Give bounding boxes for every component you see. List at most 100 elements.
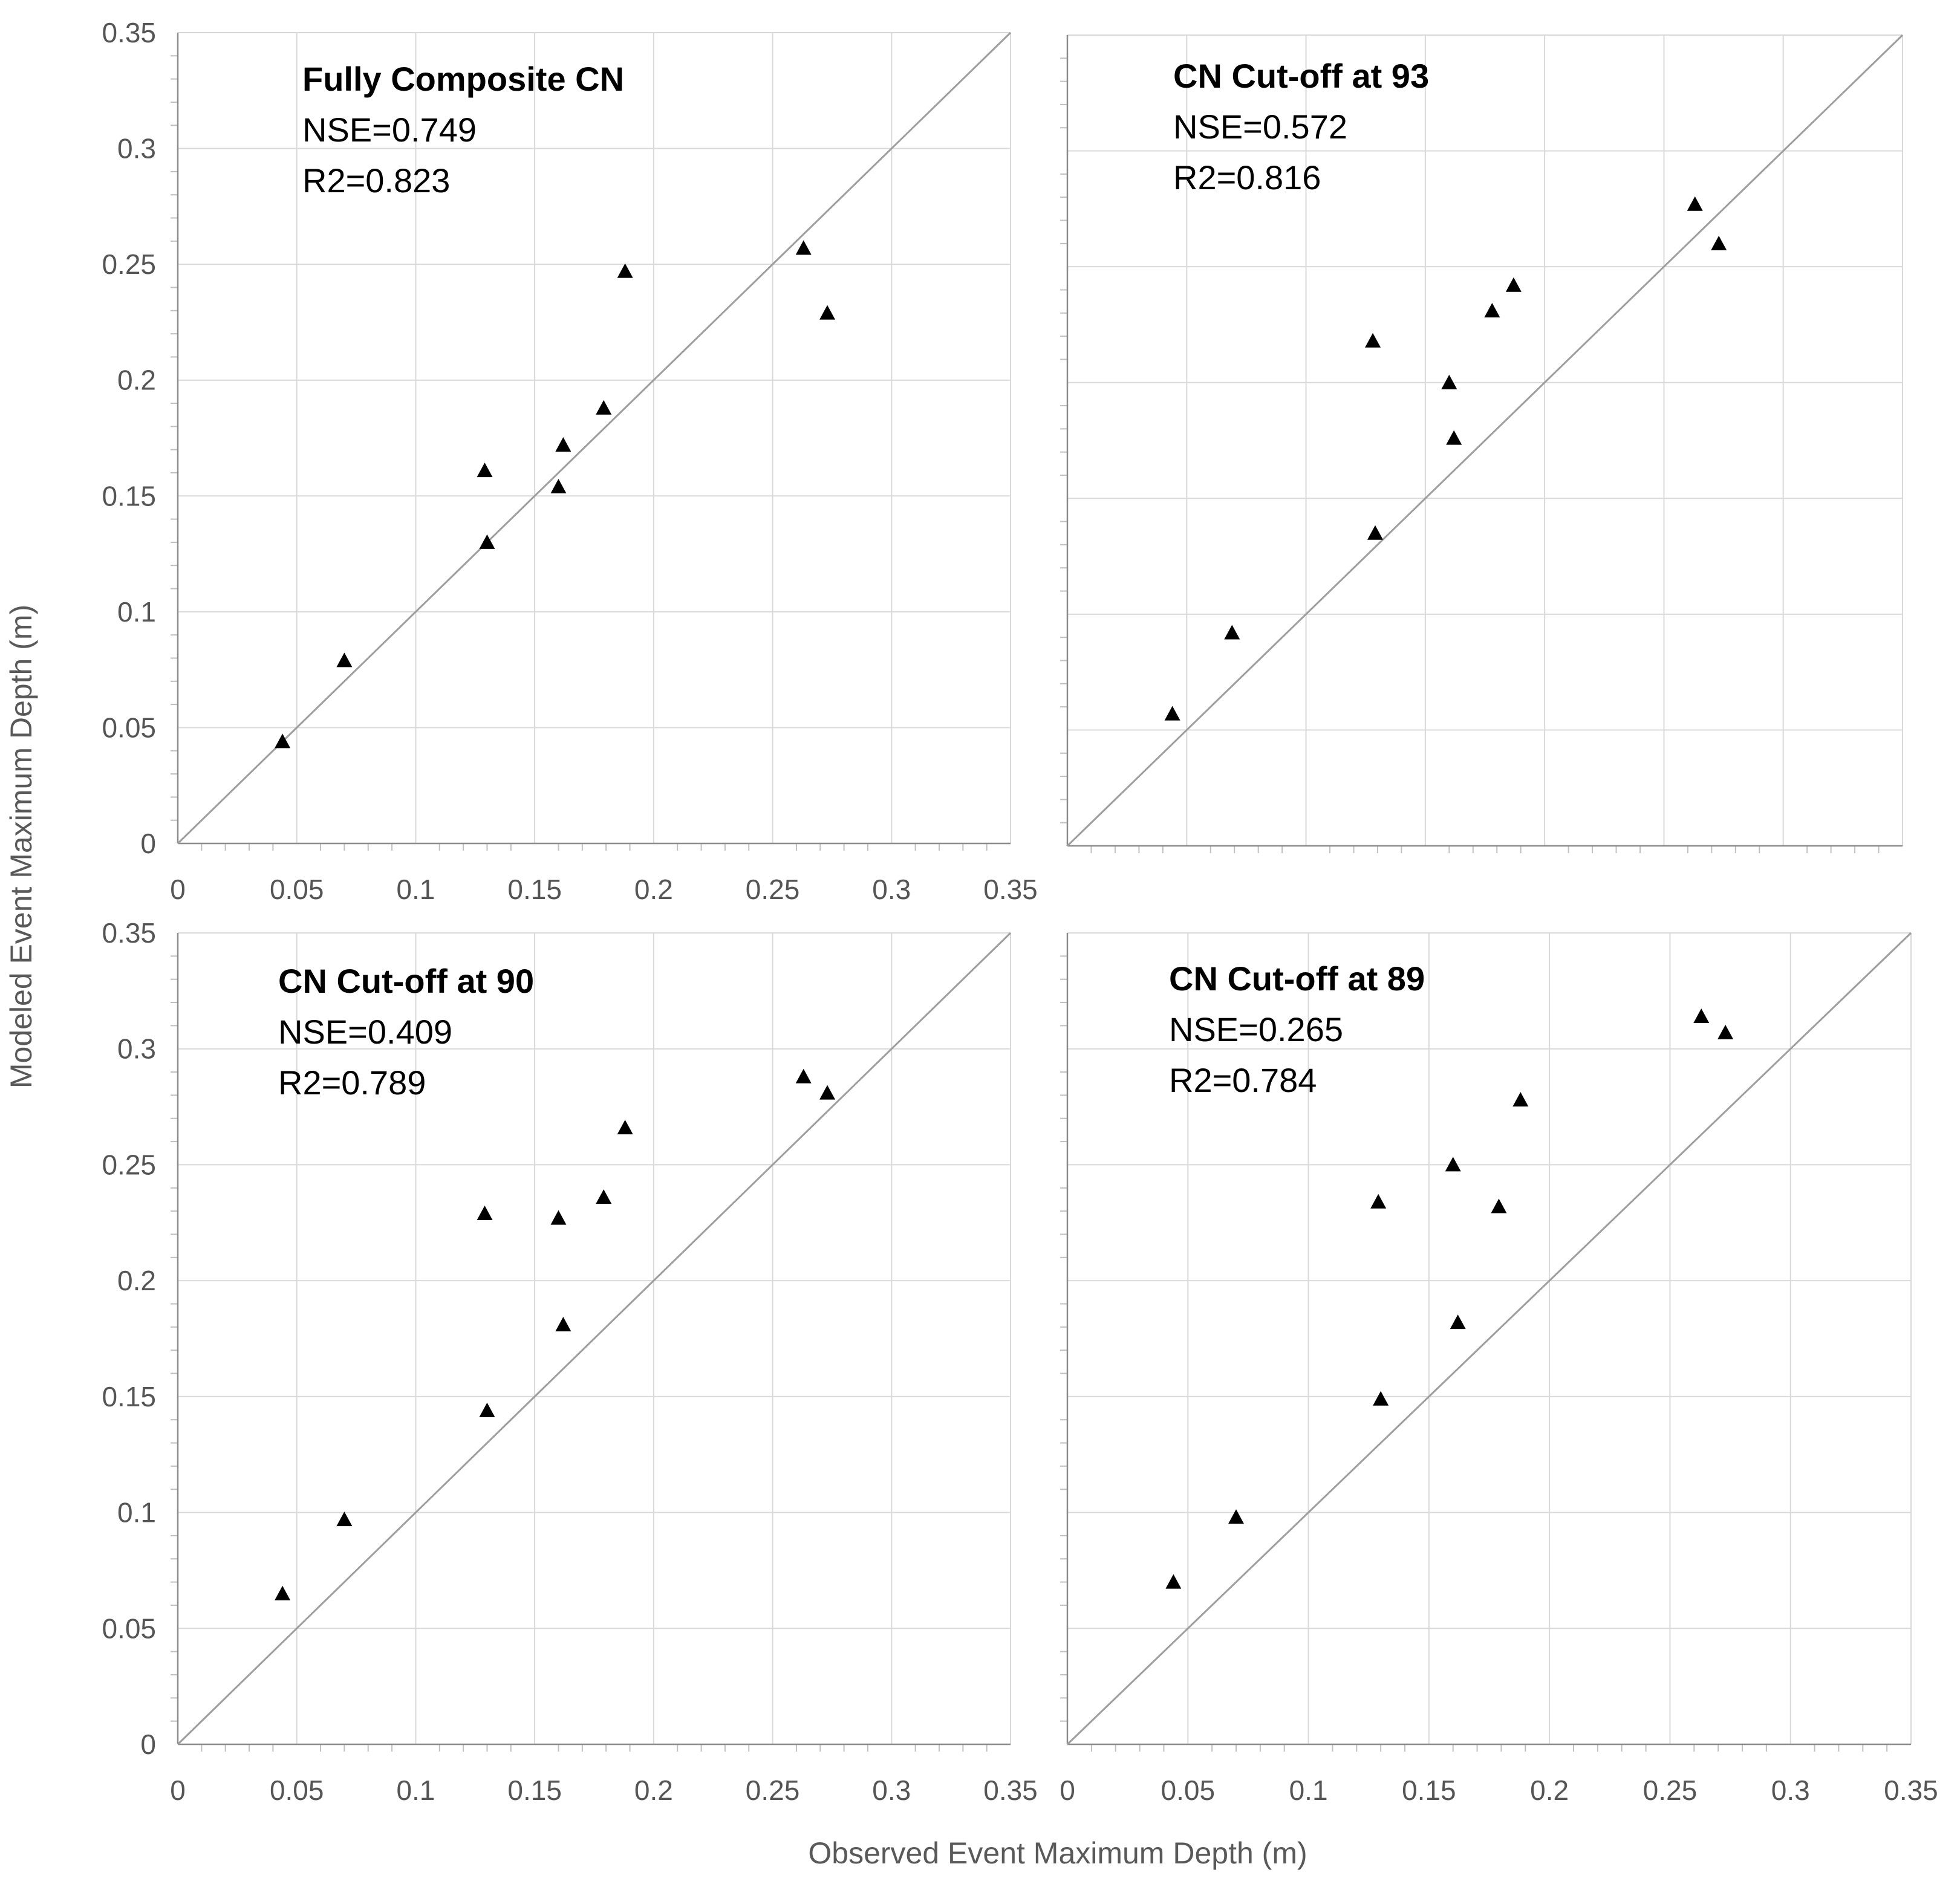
- y-tick-label: 0.15: [102, 480, 156, 512]
- data-point: [477, 1205, 493, 1220]
- y-tick-label: 0.2: [117, 1265, 156, 1296]
- one-to-one-line: [177, 31, 1012, 845]
- panels: 0 0.05 0.1 0.15 0.2 0.25 0.3 0.35 0 0.05 0.1 0.15 0.…: [102, 17, 1938, 1806]
- data-point: [550, 1210, 567, 1225]
- y-tick-label: 0.25: [102, 1149, 156, 1180]
- x-tick-label: 0: [170, 1775, 186, 1806]
- y-tick-label: 0.15: [102, 1381, 156, 1412]
- data-point: [336, 1512, 353, 1527]
- r2-label: R2=0.816: [1173, 158, 1321, 196]
- x-tick-label: 0: [1060, 1775, 1075, 1806]
- y-tick-label: 0.1: [117, 1497, 156, 1528]
- x-tick-label: 0.25: [1643, 1775, 1698, 1806]
- y-tick-label: 0.05: [102, 712, 156, 743]
- y-tick-label: 0.3: [117, 133, 156, 164]
- y-axis-title: Modeled Event Maximum Depth (m): [4, 605, 38, 1088]
- data-point: [479, 1402, 495, 1417]
- data-point: [555, 1316, 571, 1331]
- y-tick-label: 0.35: [102, 917, 156, 949]
- x-tick-label: 0.15: [507, 1775, 562, 1806]
- data-point: [1373, 1391, 1389, 1406]
- data-point: [1446, 430, 1462, 445]
- x-tick-label: 0.3: [1771, 1775, 1810, 1806]
- data-point: [1717, 1024, 1734, 1039]
- x-tick-label: 0.1: [396, 874, 435, 905]
- panel-title: CN Cut-off at 93: [1173, 57, 1429, 95]
- nse-label: NSE=0.749: [302, 111, 477, 149]
- data-point: [596, 400, 612, 415]
- nse-label: NSE=0.265: [1169, 1010, 1343, 1048]
- x-tick-label: 0.35: [1884, 1775, 1938, 1806]
- one-to-one-line: [1066, 34, 1904, 847]
- data-point: [1491, 1198, 1507, 1213]
- data-point: [336, 652, 353, 667]
- data-point: [1687, 196, 1703, 211]
- data-point: [1445, 1157, 1461, 1172]
- y-tick-label: 0.25: [102, 248, 156, 280]
- data-point: [795, 240, 812, 255]
- x-tick-label: 0.2: [1530, 1775, 1569, 1806]
- data-point: [275, 733, 291, 749]
- one-to-one-line: [177, 932, 1012, 1746]
- x-tick-label: 0.15: [507, 874, 562, 905]
- panel-3: 0 0.05 0.1 0.15 0.2 0.25 0.3 0.35 0 0.05 0.1 0.15 0.…: [102, 917, 1037, 1806]
- data-point: [1365, 333, 1381, 348]
- data-point: [479, 534, 495, 549]
- y-tick-label: 0.35: [102, 17, 156, 48]
- x-tick-label: 0.25: [746, 1775, 800, 1806]
- data-point: [1224, 625, 1240, 640]
- x-tick-label: 0.05: [270, 1775, 324, 1806]
- panel-title: Fully Composite CN: [302, 60, 624, 98]
- y-tick-label: 0.05: [102, 1613, 156, 1644]
- x-tick-label: 0.1: [1289, 1775, 1328, 1806]
- x-tick-label: 0.2: [634, 874, 673, 905]
- data-point: [1441, 374, 1457, 389]
- x-tick-label: 0.05: [1161, 1775, 1216, 1806]
- data-point: [1164, 706, 1180, 721]
- x-tick-label: 0.15: [1402, 1775, 1456, 1806]
- data-point: [1505, 277, 1522, 292]
- x-tick-label: 0: [170, 874, 186, 905]
- data-point: [617, 1120, 633, 1135]
- x-tick-label: 0.1: [396, 1775, 435, 1806]
- data-point: [795, 1068, 812, 1083]
- panel-title: CN Cut-off at 90: [278, 962, 534, 1000]
- x-tick-label: 0.25: [746, 874, 800, 905]
- data-point: [1370, 1194, 1387, 1209]
- nse-label: NSE=0.409: [278, 1013, 452, 1051]
- y-tick-label: 0.2: [117, 365, 156, 396]
- data-point: [477, 463, 493, 478]
- data-point: [1711, 235, 1727, 250]
- one-to-one-line: [1066, 932, 1912, 1746]
- data-point: [1165, 1574, 1182, 1589]
- data-point: [1512, 1092, 1529, 1107]
- y-tick-label: 0.3: [117, 1033, 156, 1065]
- data-point: [1367, 525, 1383, 540]
- data-point: [1484, 302, 1500, 317]
- x-axis-title: Observed Event Maximum Depth (m): [808, 1836, 1307, 1870]
- data-point: [1450, 1314, 1466, 1330]
- x-tick-label: 0.3: [872, 874, 911, 905]
- data-point: [275, 1585, 291, 1600]
- x-tick-label: 0.05: [270, 874, 324, 905]
- data-point: [1228, 1509, 1244, 1524]
- data-point: [1693, 1008, 1710, 1024]
- panel-title: CN Cut-off at 89: [1169, 960, 1425, 998]
- data-point: [819, 1085, 836, 1100]
- data-point: [550, 478, 567, 493]
- panel-1: 0 0.05 0.1 0.15 0.2 0.25 0.3 0.35 0 0.05 0.1 0.15 0.…: [102, 17, 1037, 905]
- panel-4: 0 0.05 0.1 0.15 0.2 0.25 0.3 0.35 CN Cut-off at …: [1060, 932, 1938, 1806]
- x-tick-label: 0.3: [872, 1775, 911, 1806]
- x-tick-label: 0.35: [983, 1775, 1038, 1806]
- r2-label: R2=0.823: [302, 161, 450, 200]
- x-tick-label: 0.35: [983, 874, 1038, 905]
- data-point: [617, 263, 633, 278]
- x-tick-label: 0.2: [634, 1775, 673, 1806]
- data-point: [555, 437, 571, 452]
- data-point: [596, 1189, 612, 1204]
- y-tick-label: 0: [140, 828, 156, 859]
- y-tick-label: 0: [140, 1729, 156, 1760]
- r2-label: R2=0.789: [278, 1064, 426, 1102]
